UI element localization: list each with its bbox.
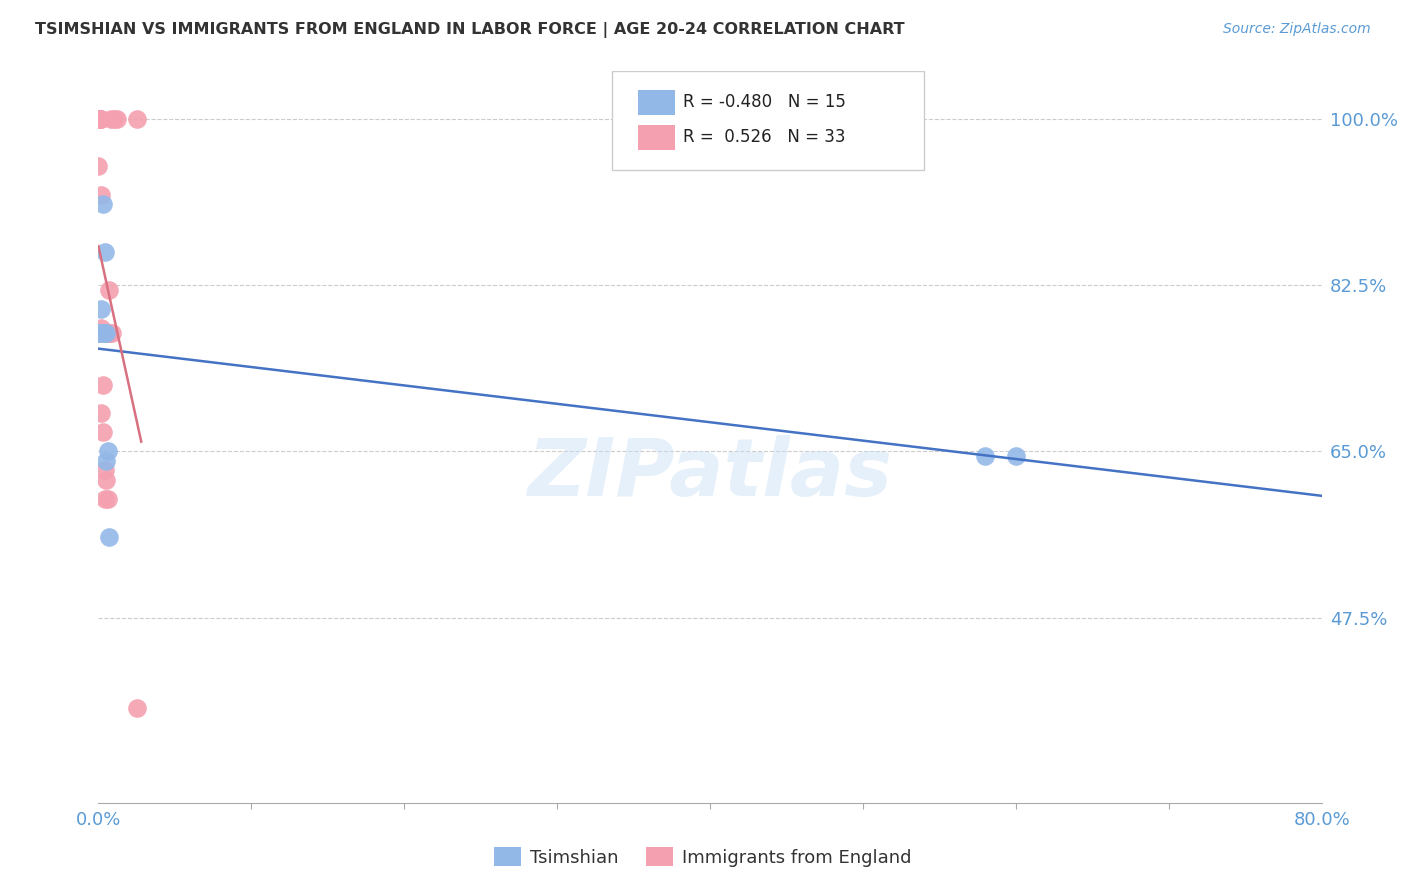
Point bbox=[90, 406, 112, 420]
Point bbox=[94, 326, 117, 340]
Point bbox=[87, 326, 110, 340]
Point bbox=[91, 326, 114, 340]
Point bbox=[93, 463, 115, 477]
Point bbox=[89, 112, 111, 126]
Point bbox=[94, 326, 117, 340]
Point bbox=[91, 326, 114, 340]
Point bbox=[125, 701, 148, 715]
Point bbox=[87, 112, 110, 126]
Legend: Tsimshian, Immigrants from England: Tsimshian, Immigrants from England bbox=[486, 840, 920, 874]
Point bbox=[105, 112, 128, 126]
Point bbox=[94, 454, 117, 468]
Text: R = -0.480   N = 15: R = -0.480 N = 15 bbox=[683, 93, 846, 112]
Point bbox=[94, 473, 117, 487]
Point bbox=[97, 444, 120, 458]
Point bbox=[87, 326, 110, 340]
Text: TSIMSHIAN VS IMMIGRANTS FROM ENGLAND IN LABOR FORCE | AGE 20-24 CORRELATION CHAR: TSIMSHIAN VS IMMIGRANTS FROM ENGLAND IN … bbox=[35, 22, 905, 38]
Point bbox=[93, 244, 115, 259]
Point bbox=[90, 187, 112, 202]
Point bbox=[91, 197, 114, 211]
Point bbox=[98, 283, 121, 297]
Point bbox=[87, 326, 110, 340]
Text: Source: ZipAtlas.com: Source: ZipAtlas.com bbox=[1223, 22, 1371, 37]
Point bbox=[90, 321, 112, 335]
Point bbox=[87, 159, 110, 173]
Point bbox=[1004, 449, 1026, 463]
Point bbox=[93, 326, 115, 340]
FancyBboxPatch shape bbox=[638, 125, 675, 151]
FancyBboxPatch shape bbox=[638, 89, 675, 115]
Point bbox=[103, 112, 125, 126]
Point bbox=[91, 326, 114, 340]
Point bbox=[97, 491, 120, 506]
Point bbox=[91, 377, 114, 392]
Point bbox=[90, 326, 112, 340]
Point bbox=[94, 326, 117, 340]
Point bbox=[87, 112, 110, 126]
Point bbox=[89, 326, 111, 340]
Point bbox=[90, 112, 112, 126]
Point bbox=[98, 530, 121, 544]
Point bbox=[93, 491, 115, 506]
Point bbox=[125, 112, 148, 126]
Point bbox=[101, 326, 124, 340]
FancyBboxPatch shape bbox=[612, 71, 924, 170]
Text: R =  0.526   N = 33: R = 0.526 N = 33 bbox=[683, 128, 845, 146]
Point bbox=[90, 301, 112, 316]
Point bbox=[87, 112, 110, 126]
Point bbox=[91, 425, 114, 440]
Point bbox=[100, 112, 122, 126]
Point bbox=[87, 112, 110, 126]
Point bbox=[89, 112, 111, 126]
Point bbox=[93, 326, 115, 340]
Point bbox=[97, 326, 120, 340]
Text: ZIPatlas: ZIPatlas bbox=[527, 434, 893, 513]
Point bbox=[98, 326, 121, 340]
Point bbox=[974, 449, 997, 463]
Point bbox=[89, 112, 111, 126]
